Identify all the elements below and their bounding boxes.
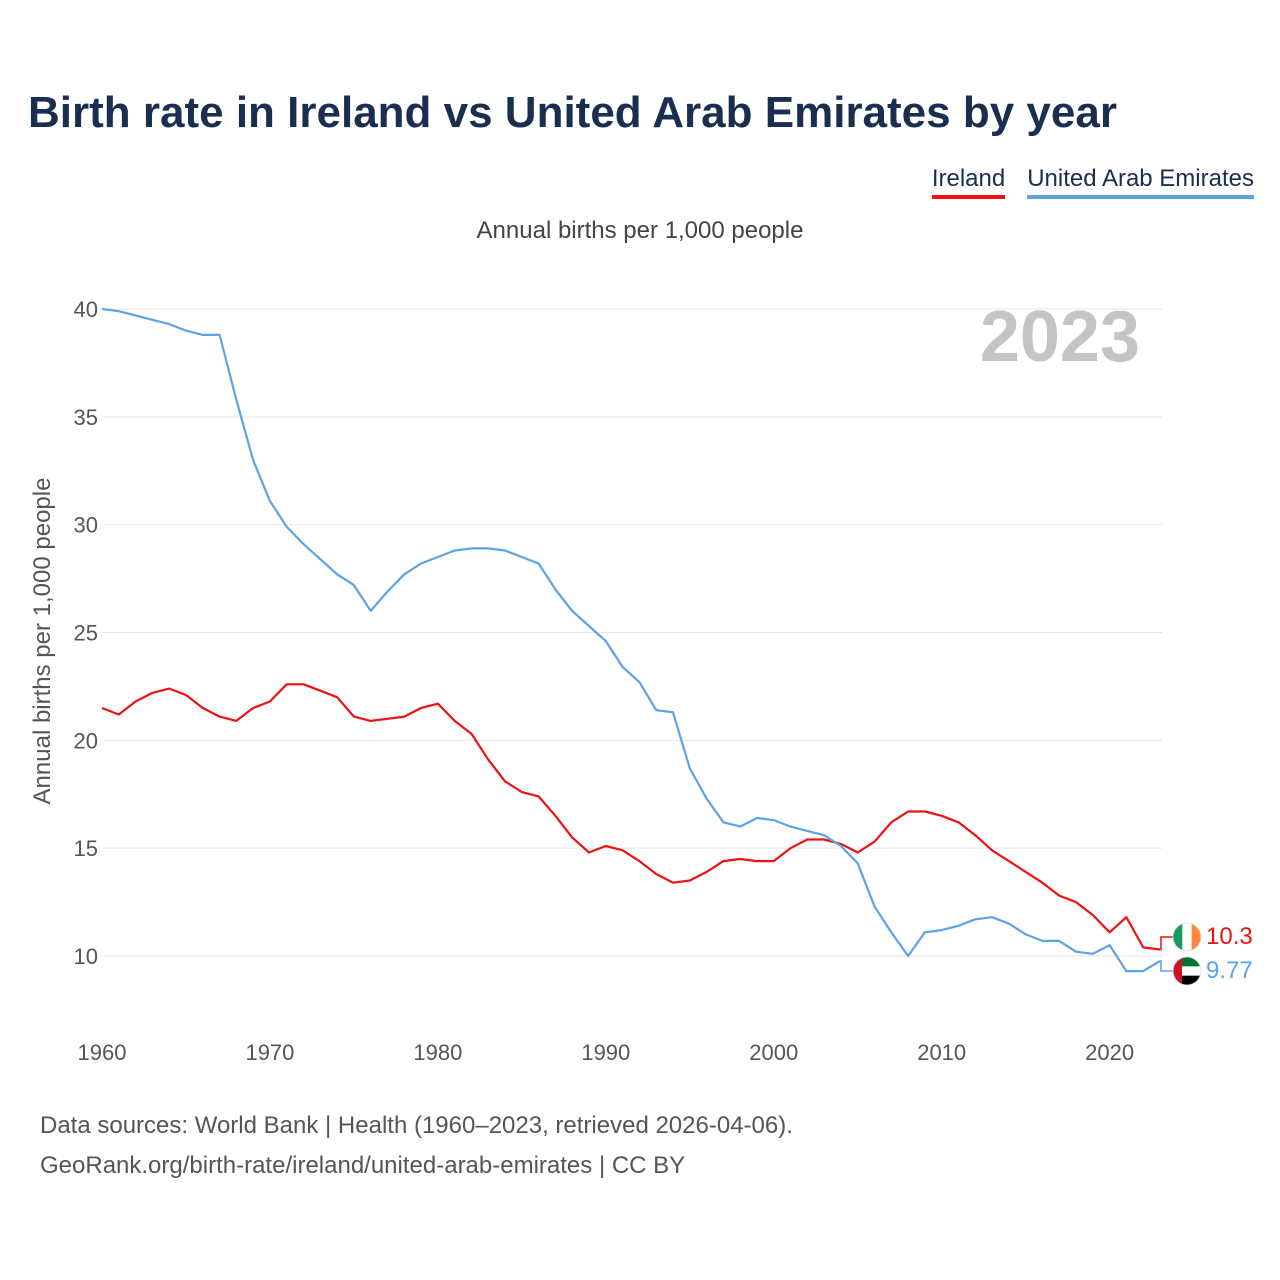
end-connector	[1160, 936, 1173, 951]
x-tick-label: 2010	[917, 1040, 966, 1065]
uae-flag-icon	[1172, 956, 1202, 986]
legend-item-united-arab-emirates[interactable]: United Arab Emirates	[1027, 165, 1254, 199]
end-value-label: 10.3	[1206, 923, 1253, 950]
grid-lines	[102, 308, 1162, 957]
source-note: Data sources: World Bank | Health (1960–…	[40, 1106, 793, 1186]
legend-item-ireland[interactable]: Ireland	[931, 165, 1006, 199]
ireland-flag-icon	[1172, 922, 1202, 952]
end-connector	[1160, 960, 1173, 972]
y-tick-label: 10	[74, 944, 98, 969]
series-line-ireland[interactable]	[101, 683, 1161, 951]
y-axis-label: Annual births per 1,000 people	[29, 478, 56, 805]
x-tick-label: 2020	[1085, 1040, 1134, 1065]
y-tick-label: 35	[74, 405, 98, 430]
x-tick-label: 1990	[581, 1040, 630, 1065]
y-axis-ticks: 10 15 20 25 30 35 40	[74, 297, 98, 969]
y-tick-label: 40	[74, 297, 98, 322]
x-tick-label: 2000	[749, 1040, 798, 1065]
chart-title: Birth rate in Ireland vs United Arab Emi…	[28, 88, 1117, 137]
x-tick-label: 1970	[245, 1040, 294, 1065]
year-watermark: 2023	[980, 297, 1140, 377]
end-value-label: 9.77	[1206, 957, 1253, 984]
y-tick-label: 15	[74, 836, 98, 861]
source-line-1: Data sources: World Bank | Health (1960–…	[40, 1112, 793, 1139]
y-tick-label: 20	[74, 728, 98, 753]
chart-subtitle: Annual births per 1,000 people	[476, 217, 804, 244]
series-line-united-arab-emirates[interactable]	[101, 307, 1161, 973]
x-tick-label: 1980	[413, 1040, 462, 1065]
end-markers: 10.3 9.77	[1160, 922, 1253, 986]
source-line-2[interactable]: GeoRank.org/birth-rate/ireland/united-ar…	[40, 1152, 686, 1179]
y-tick-label: 30	[74, 513, 98, 538]
series-lines	[101, 307, 1161, 973]
legend: Ireland United Arab Emirates	[931, 165, 1254, 199]
y-tick-label: 25	[74, 621, 98, 646]
x-tick-label: 1960	[78, 1040, 127, 1065]
x-axis-ticks: 1960 1970 1980 1990 2000 2010 2020	[78, 1040, 1135, 1065]
